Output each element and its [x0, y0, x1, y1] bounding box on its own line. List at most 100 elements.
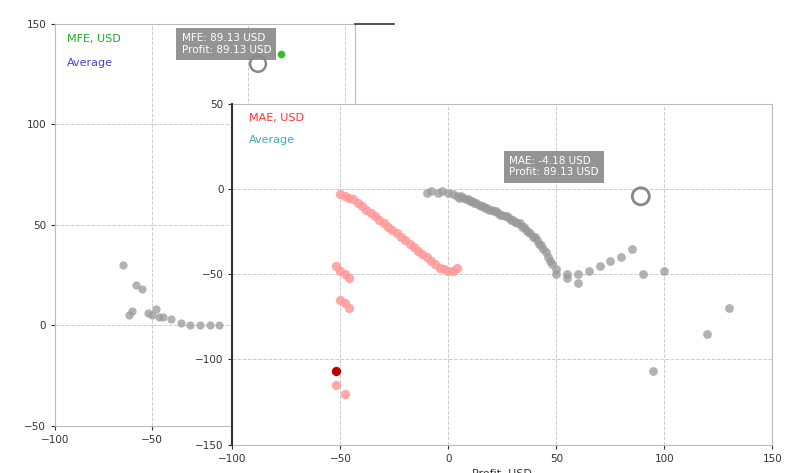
Point	[425, 187, 437, 195]
Point	[319, 301, 332, 309]
Point	[323, 298, 336, 305]
Point	[421, 254, 433, 261]
Point	[425, 257, 437, 264]
Point	[315, 306, 328, 313]
Point	[513, 219, 526, 227]
Point	[571, 279, 584, 287]
Point	[310, 265, 322, 272]
Point	[535, 242, 548, 249]
Point	[184, 322, 197, 329]
Point	[604, 257, 616, 264]
Point	[333, 255, 345, 263]
Point	[529, 233, 541, 241]
Point	[483, 206, 496, 213]
Point	[468, 199, 481, 207]
Point	[459, 196, 472, 203]
Point	[302, 267, 314, 275]
Point	[615, 254, 627, 261]
Point	[518, 223, 530, 230]
Point	[522, 228, 534, 236]
Point	[315, 263, 328, 271]
Point	[322, 261, 334, 269]
Point	[142, 309, 154, 317]
Point	[335, 255, 348, 263]
Point	[334, 267, 347, 275]
Point	[429, 260, 442, 268]
Point	[496, 211, 509, 219]
Point	[381, 223, 394, 230]
Text: MAE, USD: MAE, USD	[249, 113, 303, 123]
Point	[442, 267, 455, 275]
Point	[390, 230, 403, 237]
Point	[455, 192, 467, 200]
Point	[290, 271, 303, 279]
Point	[524, 230, 537, 237]
Point	[582, 267, 595, 275]
Point	[503, 214, 515, 222]
Point	[500, 213, 513, 220]
Point	[479, 204, 492, 212]
Point	[489, 208, 502, 215]
Point	[194, 322, 206, 329]
Point	[634, 193, 647, 200]
Point	[338, 271, 351, 278]
Point	[561, 274, 574, 281]
Point	[407, 243, 420, 251]
Point	[373, 216, 385, 224]
Point	[351, 199, 364, 207]
Text: Average: Average	[249, 135, 295, 145]
Point	[433, 264, 446, 272]
Point	[334, 191, 347, 198]
Point	[251, 60, 264, 68]
Text: MAE: -4.18 USD
Profit: 89.13 USD: MAE: -4.18 USD Profit: 89.13 USD	[509, 156, 599, 177]
Point	[339, 253, 351, 261]
Point	[117, 261, 129, 269]
Point	[336, 255, 349, 263]
Point	[338, 299, 351, 307]
Text: MFE: 89.13 USD
Profit: 89.13 USD: MFE: 89.13 USD Profit: 89.13 USD	[181, 33, 271, 55]
Point	[298, 269, 310, 277]
Point	[550, 265, 563, 273]
Point	[462, 196, 474, 203]
Point	[515, 223, 528, 230]
Point	[446, 191, 459, 198]
Point	[136, 285, 148, 293]
Point	[466, 197, 478, 205]
Point	[530, 236, 543, 244]
Point	[343, 274, 355, 281]
Point	[481, 204, 493, 212]
Point	[319, 261, 332, 269]
Point	[126, 307, 139, 315]
Point	[457, 194, 470, 201]
Point	[431, 189, 444, 196]
Point	[203, 322, 216, 329]
Point	[306, 265, 318, 272]
Point	[488, 208, 500, 215]
Point	[330, 368, 343, 375]
Point	[122, 311, 135, 319]
Point	[323, 259, 336, 267]
Point	[451, 264, 463, 272]
Point	[360, 206, 373, 213]
Point	[327, 257, 340, 265]
Point	[157, 314, 169, 321]
Point	[647, 368, 660, 375]
Point	[330, 381, 343, 389]
Text: MFE, USD: MFE, USD	[67, 34, 121, 44]
Point	[395, 233, 407, 241]
Point	[463, 197, 476, 205]
Point	[492, 209, 504, 217]
Point	[331, 265, 344, 272]
Point	[343, 231, 355, 238]
Point	[165, 315, 177, 323]
Point	[494, 211, 507, 219]
Point	[533, 240, 545, 247]
Point	[526, 233, 539, 241]
Point	[300, 311, 313, 319]
Point	[520, 226, 533, 234]
Point	[472, 201, 485, 208]
Point	[331, 255, 344, 263]
Point	[539, 248, 552, 256]
Point	[399, 236, 411, 244]
Point	[474, 202, 487, 210]
